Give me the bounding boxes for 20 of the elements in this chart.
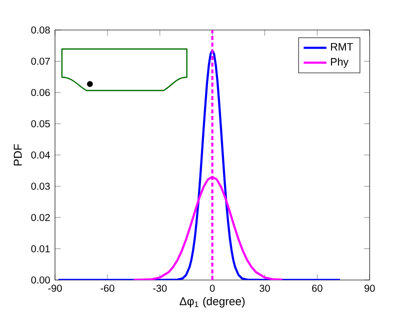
legend-label: RMT	[331, 43, 354, 50]
x-tick-label: 60	[312, 284, 322, 292]
y-tick-label: 0.01	[31, 245, 50, 252]
y-tick-label: 0.05	[31, 120, 50, 128]
x-tick-label: 30	[260, 284, 270, 292]
x-axis-title: Δφ$_{1}$ (degree)	[180, 296, 245, 308]
y-tick-label: 0.02	[31, 214, 50, 222]
legend-label: Phy	[331, 58, 349, 68]
x-tick-label: -30	[153, 284, 167, 292]
y-tick-label: 0.07	[31, 58, 50, 65]
x-tick-label: 0	[210, 284, 215, 292]
x-tick-label: 90	[364, 284, 375, 292]
y-axis-title: PDF	[14, 144, 22, 166]
y-tick-label: 0.06	[31, 88, 50, 96]
y-tick-label: 0.04	[31, 151, 50, 159]
x-tick-label: -90	[48, 284, 62, 292]
y-tick-label: 0.00	[31, 276, 50, 284]
x-tick-label: -60	[100, 284, 114, 292]
y-tick-label: 0.08	[31, 26, 50, 34]
y-tick-label: 0.03	[31, 182, 50, 190]
